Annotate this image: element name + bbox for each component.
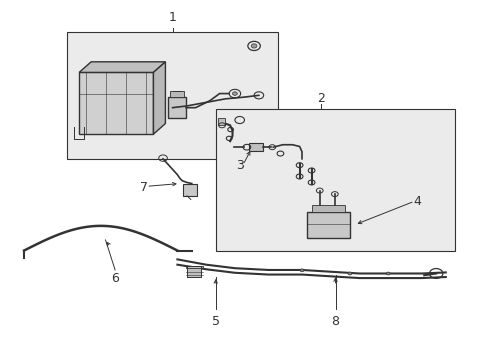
Bar (306, 212, 349, 238)
Text: 4: 4 (412, 195, 420, 208)
Circle shape (347, 272, 351, 275)
Polygon shape (79, 62, 165, 72)
Bar (215, 109, 454, 251)
Bar (183, 184, 196, 196)
Text: 5: 5 (211, 315, 219, 328)
Circle shape (300, 269, 304, 272)
Text: 1: 1 (168, 11, 176, 24)
Bar (170, 91, 183, 97)
Bar (218, 118, 225, 125)
Bar (79, 72, 153, 134)
Text: 7: 7 (140, 181, 147, 194)
Circle shape (386, 272, 389, 275)
Bar (167, 97, 185, 118)
Bar (67, 32, 278, 159)
Text: 3: 3 (235, 159, 243, 172)
Text: 6: 6 (111, 272, 119, 285)
Text: 8: 8 (331, 315, 339, 328)
Polygon shape (153, 62, 165, 134)
Bar (311, 206, 345, 212)
Bar (249, 143, 262, 152)
Bar (186, 266, 201, 277)
Text: 2: 2 (317, 93, 325, 105)
Circle shape (251, 44, 256, 48)
Circle shape (232, 92, 237, 95)
